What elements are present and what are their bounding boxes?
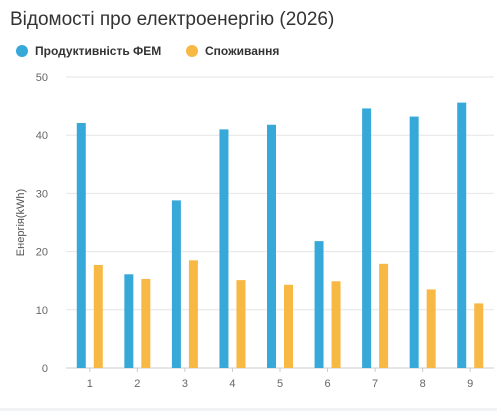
bar-consumption-9 xyxy=(474,303,484,368)
bar-consumption-4 xyxy=(236,280,246,368)
bar-consumption-5 xyxy=(284,284,293,368)
x-tick-label-9: 9 xyxy=(467,378,473,390)
legend-dot-pv-icon xyxy=(16,45,28,57)
bar-pv-4 xyxy=(219,129,229,368)
x-tick-label-5: 5 xyxy=(277,378,283,390)
legend-label-pv: Продуктивність ФЕМ xyxy=(35,44,162,58)
y-tick-label-10: 10 xyxy=(36,305,48,317)
x-tick-label-3: 3 xyxy=(182,378,188,390)
bar-pv-7 xyxy=(362,108,372,368)
bars xyxy=(76,102,484,369)
x-tick-label-8: 8 xyxy=(420,378,426,390)
bar-consumption-6 xyxy=(331,281,341,368)
bar-consumption-7 xyxy=(379,263,389,368)
bar-pv-3 xyxy=(171,200,181,368)
x-tick-label-6: 6 xyxy=(324,378,330,390)
bar-consumption-2 xyxy=(141,278,151,368)
x-tick-label-7: 7 xyxy=(372,378,378,390)
y-tick-label-0: 0 xyxy=(42,363,48,375)
y-tick-label-20: 20 xyxy=(36,247,48,259)
chart-title: Відомості про електроенергію (2026) xyxy=(10,9,335,30)
x-tick-label-1: 1 xyxy=(87,378,93,390)
legend-dot-consumption-icon xyxy=(186,45,198,57)
bar-consumption-8 xyxy=(426,289,436,368)
y-tick-label-40: 40 xyxy=(36,130,48,142)
y-tick-label-30: 30 xyxy=(36,188,48,200)
bottom-strip xyxy=(0,408,497,411)
bar-pv-1 xyxy=(76,122,86,368)
y-axis-label: Енергія(kWh) xyxy=(15,189,27,256)
bar-pv-8 xyxy=(409,116,419,369)
bar-pv-6 xyxy=(314,241,324,368)
x-tick-label-4: 4 xyxy=(229,378,235,390)
bar-consumption-1 xyxy=(93,264,103,368)
axes: 0 10 20 30 40 50 Енергія(kWh) 1 2 3 4 5 6 7 8 9 xyxy=(15,72,473,390)
legend-label-consumption: Споживання xyxy=(205,44,280,58)
bar-pv-2 xyxy=(124,274,134,368)
x-tick-label-2: 2 xyxy=(134,378,140,390)
bar-consumption-3 xyxy=(188,260,198,368)
bar-pv-5 xyxy=(267,124,276,368)
y-tick-label-50: 50 xyxy=(36,72,48,84)
bar-pv-9 xyxy=(457,102,467,368)
